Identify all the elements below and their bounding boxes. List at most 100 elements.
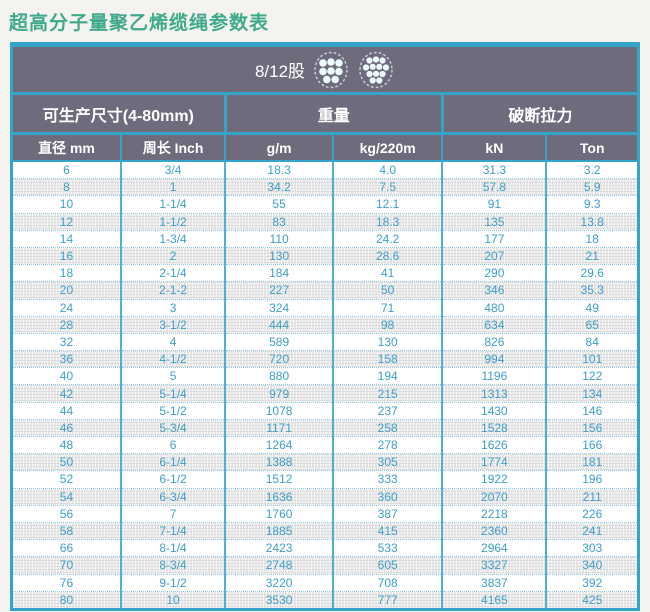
table-cell: 6-3/4	[120, 488, 227, 506]
table-cell: 333	[333, 470, 444, 489]
table-cell: 226	[582, 506, 603, 521]
table-cell: 8-1/4	[120, 539, 227, 557]
table-cell: 4	[120, 333, 227, 351]
table-cell: 340	[546, 556, 637, 574]
table-cell: 135	[442, 213, 548, 231]
table-cell: 3/4	[120, 161, 227, 179]
table-cell: 1388	[225, 453, 335, 471]
table-cell: 258	[333, 419, 444, 437]
table-row: 52 6-1/2 1512 333 1922 196	[13, 470, 637, 489]
table-cell: 241	[546, 522, 637, 540]
table-cell: 18.3	[333, 213, 444, 231]
table-cell: 3530	[225, 591, 335, 608]
table-cell: 28	[13, 316, 122, 334]
table-cell: 70	[13, 556, 122, 574]
table-cell: 58	[13, 522, 122, 540]
group-header-size: 可生产尺寸(4-80mm)	[13, 95, 227, 135]
table-cell: 1430	[442, 402, 548, 420]
table-row: 10 1-1/4 55 12.1 91 9.3	[13, 195, 637, 214]
table-cell: 880	[225, 367, 335, 385]
rope-12-strand-icon	[359, 51, 393, 88]
table-cell: 3	[120, 299, 227, 317]
table-cell: 2-1-2	[120, 281, 227, 299]
table-cell: 324	[225, 299, 335, 317]
column-header-circumference: 周长 Inch	[120, 133, 227, 162]
table-cell: 55	[225, 195, 335, 214]
table-row: 24 3 324 71 480 49	[13, 299, 637, 317]
table-cell: 9-1/2	[120, 574, 227, 592]
table-cell: 1078	[225, 402, 335, 420]
table-cell: 2360	[442, 522, 548, 540]
table-cell: 12	[13, 213, 122, 231]
table-cell: 207	[442, 247, 548, 265]
column-header-ton: Ton	[546, 133, 637, 162]
table-row: 12 1-1/2 83 18.3 135 13.8	[13, 213, 637, 231]
table-row: 76 9-1/2 3220 708 3837 392	[13, 574, 637, 592]
table-cell: 3327	[442, 556, 548, 574]
table-cell: 2218	[442, 505, 548, 523]
table-cell: 18	[13, 264, 122, 282]
group-header-breaking-force: 破断拉力	[442, 95, 637, 135]
table-row: 16 2 130 28.6 207 21	[13, 247, 637, 265]
table-cell: 1528	[442, 419, 548, 437]
table-cell: 979	[225, 384, 335, 403]
table-row: 54 6-3/4 1636 360 2070 211	[13, 488, 637, 506]
table-cell: 177	[442, 230, 548, 248]
table-body: 6 3/4 18.3 4.0 31.3 3.2 8 1 34.2 7.5 57.8 5.9 10 1-1/…	[13, 161, 637, 608]
table-cell: 146	[582, 403, 603, 418]
table-cell: 48	[13, 436, 122, 454]
table-cell: 31.3	[442, 161, 548, 179]
table-row: 8 1 34.2 7.5 57.8 5.9	[13, 178, 637, 196]
table-cell: 36	[13, 350, 122, 368]
group-header-weight: 重量	[225, 95, 444, 135]
table-cell: 387	[333, 505, 444, 523]
table-cell: 122	[582, 369, 603, 384]
table-row: 36 4-1/2 720 158 994 101	[13, 350, 637, 368]
table-cell: 4.0	[333, 161, 444, 179]
table-cell: 50	[333, 281, 444, 299]
table-row: 20 2-1-2 227 50 346 35.3	[13, 281, 637, 299]
table-cell: 41	[333, 264, 444, 282]
table-cell: 13.8	[546, 213, 637, 231]
table-cell: 1-1/2	[120, 213, 227, 231]
table-row: 28 3-1/2 444 98 634 65	[13, 316, 637, 334]
table-cell: 14	[13, 230, 122, 248]
table-cell: 83	[225, 213, 335, 231]
table-cell: 227	[225, 281, 335, 299]
table-cell: 1626	[442, 436, 548, 454]
table-cell: 18.3	[225, 161, 335, 179]
table-cell: 1-3/4	[120, 230, 227, 248]
table-cell: 7	[120, 505, 227, 523]
table-cell: 3220	[225, 574, 335, 592]
table-cell: 1512	[225, 470, 335, 489]
table-cell: 6-1/2	[120, 470, 227, 489]
table-row: 48 6 1264 278 1626 166	[13, 436, 637, 454]
table-cell: 181	[546, 453, 637, 471]
strand-count-label: 8/12股	[254, 62, 306, 81]
table-cell: 20	[13, 281, 122, 299]
table-cell: 42	[13, 384, 122, 403]
table-cell: 158	[333, 350, 444, 368]
table-cell: 1	[120, 178, 227, 196]
table-cell: 166	[582, 438, 603, 453]
table-cell: 215	[333, 384, 444, 403]
table-row: 56 7 1760 387 2218 226	[13, 505, 637, 523]
table-cell: 346	[442, 281, 548, 299]
table-cell: 98	[333, 316, 444, 334]
table-row: 6 3/4 18.3 4.0 31.3 3.2	[13, 161, 637, 179]
table-cell: 211	[546, 488, 637, 506]
table-cell: 80	[13, 591, 122, 608]
table-cell: 605	[333, 556, 444, 574]
table-cell: 66	[13, 539, 122, 557]
table-cell: 425	[546, 591, 637, 608]
table-cell: 28.6	[333, 247, 444, 265]
table-cell: 57.8	[442, 178, 548, 196]
table-cell: 50	[13, 453, 122, 471]
table-cell: 24.2	[333, 230, 444, 248]
table-cell: 1-1/4	[120, 195, 227, 214]
table-row: 46 5-3/4 1171 258 1528 156	[13, 419, 637, 437]
table-cell: 5-3/4	[120, 419, 227, 437]
table-cell: 444	[225, 316, 335, 334]
table-cell: 7.5	[333, 178, 444, 196]
table-cell: 303	[582, 541, 603, 556]
